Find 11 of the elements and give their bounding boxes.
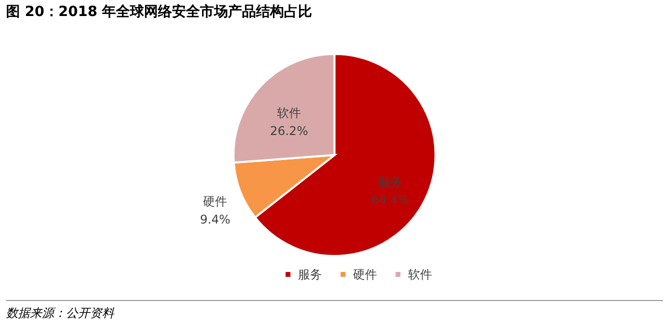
data-label: 9.4% bbox=[200, 212, 230, 226]
source-note: 数据来源：公开资料 bbox=[6, 300, 663, 322]
data-label: 26.2% bbox=[270, 124, 308, 138]
legend-label: 服务 bbox=[298, 267, 322, 282]
legend-label: 硬件 bbox=[353, 267, 377, 282]
slice-label: 硬件 bbox=[203, 194, 228, 208]
slice-label: 软件 bbox=[277, 106, 302, 120]
slice-label: 服务 bbox=[378, 175, 402, 190]
data-label: 64.4% bbox=[371, 193, 410, 208]
chart-title: 图 20：2018 年全球网络安全市场产品结构占比 bbox=[6, 3, 663, 26]
legend-label: 软件 bbox=[408, 267, 432, 282]
